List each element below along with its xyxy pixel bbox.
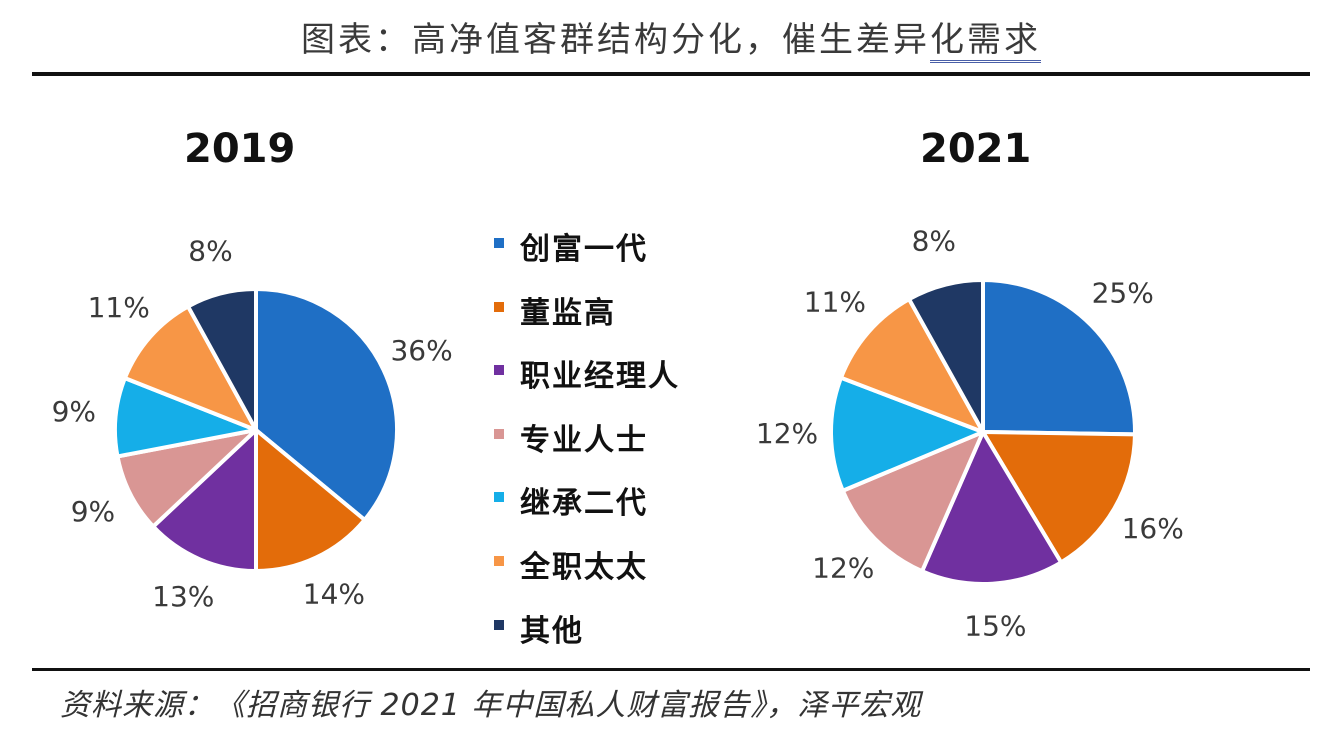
legend-label: 职业经理人 (520, 359, 680, 395)
slice-label: 12% (812, 552, 874, 585)
pie-2019-title: 2019 (184, 126, 296, 172)
legend-swatch (494, 619, 504, 630)
legend-swatch (494, 492, 504, 503)
slice-housewives (839, 297, 985, 434)
slice-label: 25% (1092, 277, 1154, 310)
legend-label: 其他 (520, 613, 584, 649)
slice-label: 15% (964, 610, 1026, 643)
slice-label: 16% (1122, 512, 1184, 545)
top-rule (32, 72, 1310, 76)
legend-swatch (494, 428, 504, 439)
legend-swatch (494, 365, 504, 376)
slice-label: 11% (88, 291, 150, 324)
slice-label: 9% (71, 495, 115, 528)
slice-professionals (840, 430, 985, 574)
source-note: 资料来源：《招商银行 2021 年中国私人财富报告》，泽平宏观 (60, 688, 922, 723)
slice-founders (254, 287, 399, 522)
slice-shareholders (981, 430, 1137, 565)
pie-2021-title: 2021 (920, 126, 1032, 172)
slice-label: 8% (912, 224, 956, 257)
slice-other (186, 287, 258, 432)
slice-label: 36% (390, 334, 452, 367)
legend-swatch (494, 555, 504, 566)
bottom-rule (32, 668, 1310, 671)
slice-managers (920, 430, 1064, 586)
slice-shareholders (254, 428, 367, 573)
slice-label: 11% (804, 286, 866, 319)
title-main: 图表：高净值客群结构分化，催生差异 (301, 20, 930, 60)
slice-founders (981, 278, 1137, 437)
slice-label: 12% (756, 417, 818, 450)
legend-swatch (494, 238, 504, 248)
pie-2019: 36% 14% 13% 9% 9% 11% 8% (52, 235, 453, 613)
slice-second-gen (829, 375, 985, 493)
slice-housewives (122, 304, 258, 432)
legend-label: 专业人士 (520, 422, 648, 458)
legend-label: 全职太太 (520, 549, 648, 585)
slice-label: 14% (303, 578, 365, 611)
pie-2021: 25% 16% 15% 12% 12% 11% 8% (756, 224, 1184, 642)
slice-label: 9% (52, 395, 96, 428)
legend-label: 继承二代 (520, 486, 648, 522)
legend-label: 董监高 (520, 295, 616, 331)
legend-label: 创富一代 (520, 232, 648, 267)
legend-swatch (494, 301, 504, 312)
chart-title: 图表：高净值客群结构分化，催生差异化需求 (0, 12, 1342, 63)
slice-label: 8% (188, 235, 232, 268)
title-underlined: 化需求 (930, 20, 1041, 63)
slice-label: 13% (152, 580, 214, 613)
slice-other (907, 278, 985, 434)
slice-managers (151, 428, 258, 573)
